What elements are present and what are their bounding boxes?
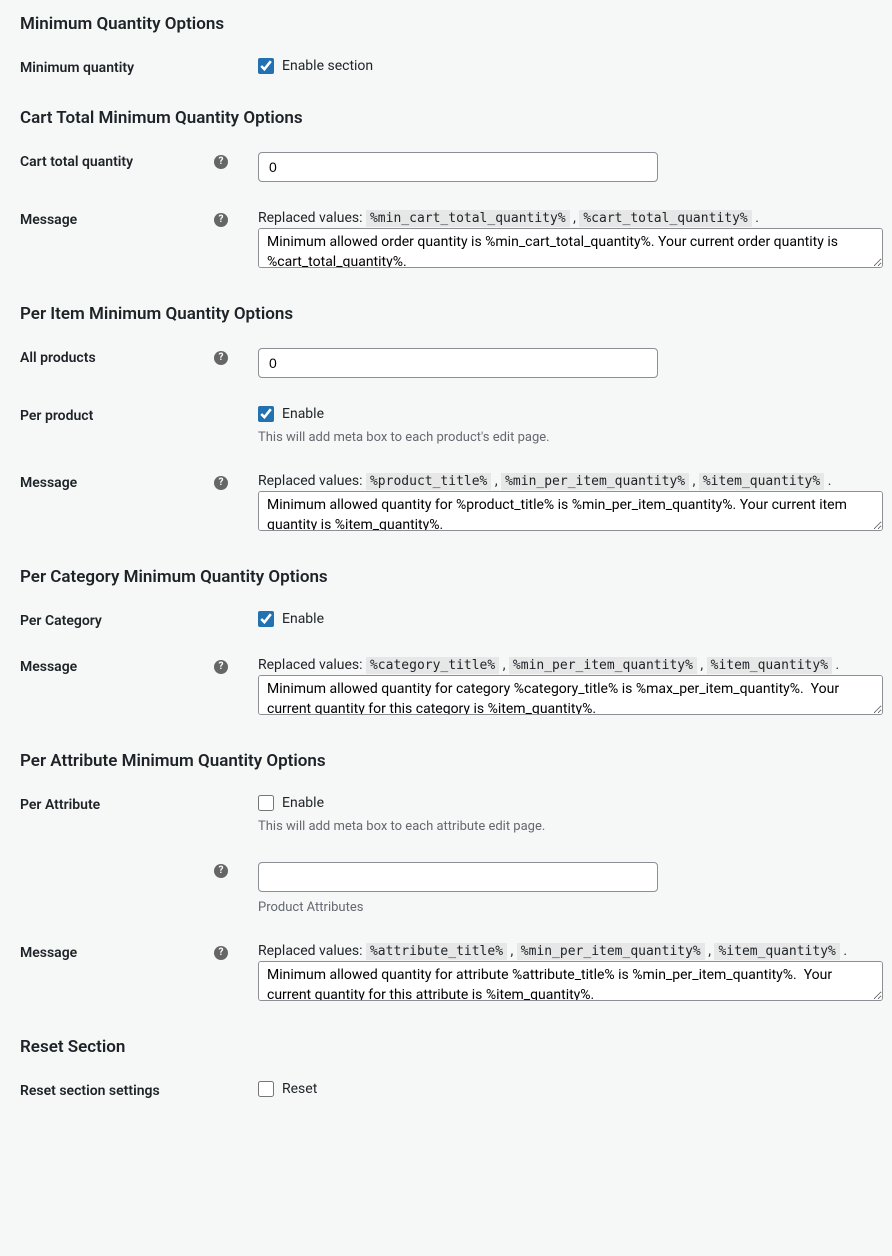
help-icon[interactable]: ? (214, 660, 228, 674)
per-attribute-enable-checkbox[interactable] (258, 795, 274, 811)
section-title-reset: Reset Section (20, 1037, 872, 1057)
cart-message-textarea[interactable] (258, 228, 883, 268)
help-icon[interactable]: ? (214, 155, 228, 169)
per-attribute-message-textarea[interactable] (258, 961, 883, 1001)
enable-section-checkbox[interactable] (258, 58, 274, 74)
per-category-enable-checkbox[interactable] (258, 611, 274, 627)
per-product-enable-checkbox[interactable] (258, 406, 274, 422)
reset-checkbox[interactable] (258, 1081, 274, 1097)
label-per-product: Per product (20, 408, 228, 424)
per-attribute-enable-label[interactable]: Enable (282, 795, 324, 811)
per-category-message-textarea[interactable] (258, 675, 883, 715)
section-title-per-category: Per Category Minimum Quantity Options (20, 567, 872, 587)
per-item-message-textarea[interactable] (258, 491, 883, 531)
help-icon[interactable]: ? (214, 476, 228, 490)
replaced-values-per-category: Replaced values: %category_title% , %min… (258, 657, 883, 673)
all-products-input[interactable] (258, 348, 658, 378)
section-title-per-item: Per Item Minimum Quantity Options (20, 304, 872, 324)
label-all-products: All products (20, 350, 214, 366)
section-title-per-attribute: Per Attribute Minimum Quantity Options (20, 751, 872, 771)
per-product-enable-label[interactable]: Enable (282, 406, 324, 422)
product-attributes-input[interactable] (258, 862, 658, 892)
replaced-values-per-attribute: Replaced values: %attribute_title% , %mi… (258, 943, 883, 959)
help-icon[interactable]: ? (214, 946, 228, 960)
label-per-attribute: Per Attribute (20, 797, 228, 813)
section-title-min-qty: Minimum Quantity Options (20, 14, 872, 34)
replaced-values-per-item: Replaced values: %product_title% , %min_… (258, 473, 883, 489)
product-attributes-desc: Product Attributes (258, 900, 872, 915)
label-per-item-message: Message (20, 475, 214, 491)
help-icon[interactable]: ? (214, 213, 228, 227)
section-title-cart-total: Cart Total Minimum Quantity Options (20, 108, 872, 128)
per-attribute-desc: This will add meta box to each attribute… (258, 819, 872, 834)
per-product-desc: This will add meta box to each product's… (258, 430, 872, 445)
cart-total-quantity-input[interactable] (258, 152, 658, 182)
enable-section-label[interactable]: Enable section (282, 58, 373, 74)
label-cart-total-quantity: Cart total quantity (20, 154, 214, 170)
label-per-category: Per Category (20, 613, 228, 629)
label-reset-settings: Reset section settings (20, 1083, 228, 1099)
label-cart-message: Message (20, 212, 214, 228)
help-icon[interactable]: ? (214, 864, 228, 878)
label-per-category-message: Message (20, 659, 214, 675)
per-category-enable-label[interactable]: Enable (282, 611, 324, 627)
label-per-attribute-message: Message (20, 945, 214, 961)
help-icon[interactable]: ? (214, 351, 228, 365)
replaced-values-cart: Replaced values: %min_cart_total_quantit… (258, 210, 883, 226)
reset-label[interactable]: Reset (282, 1081, 317, 1097)
label-min-quantity: Minimum quantity (20, 60, 228, 76)
